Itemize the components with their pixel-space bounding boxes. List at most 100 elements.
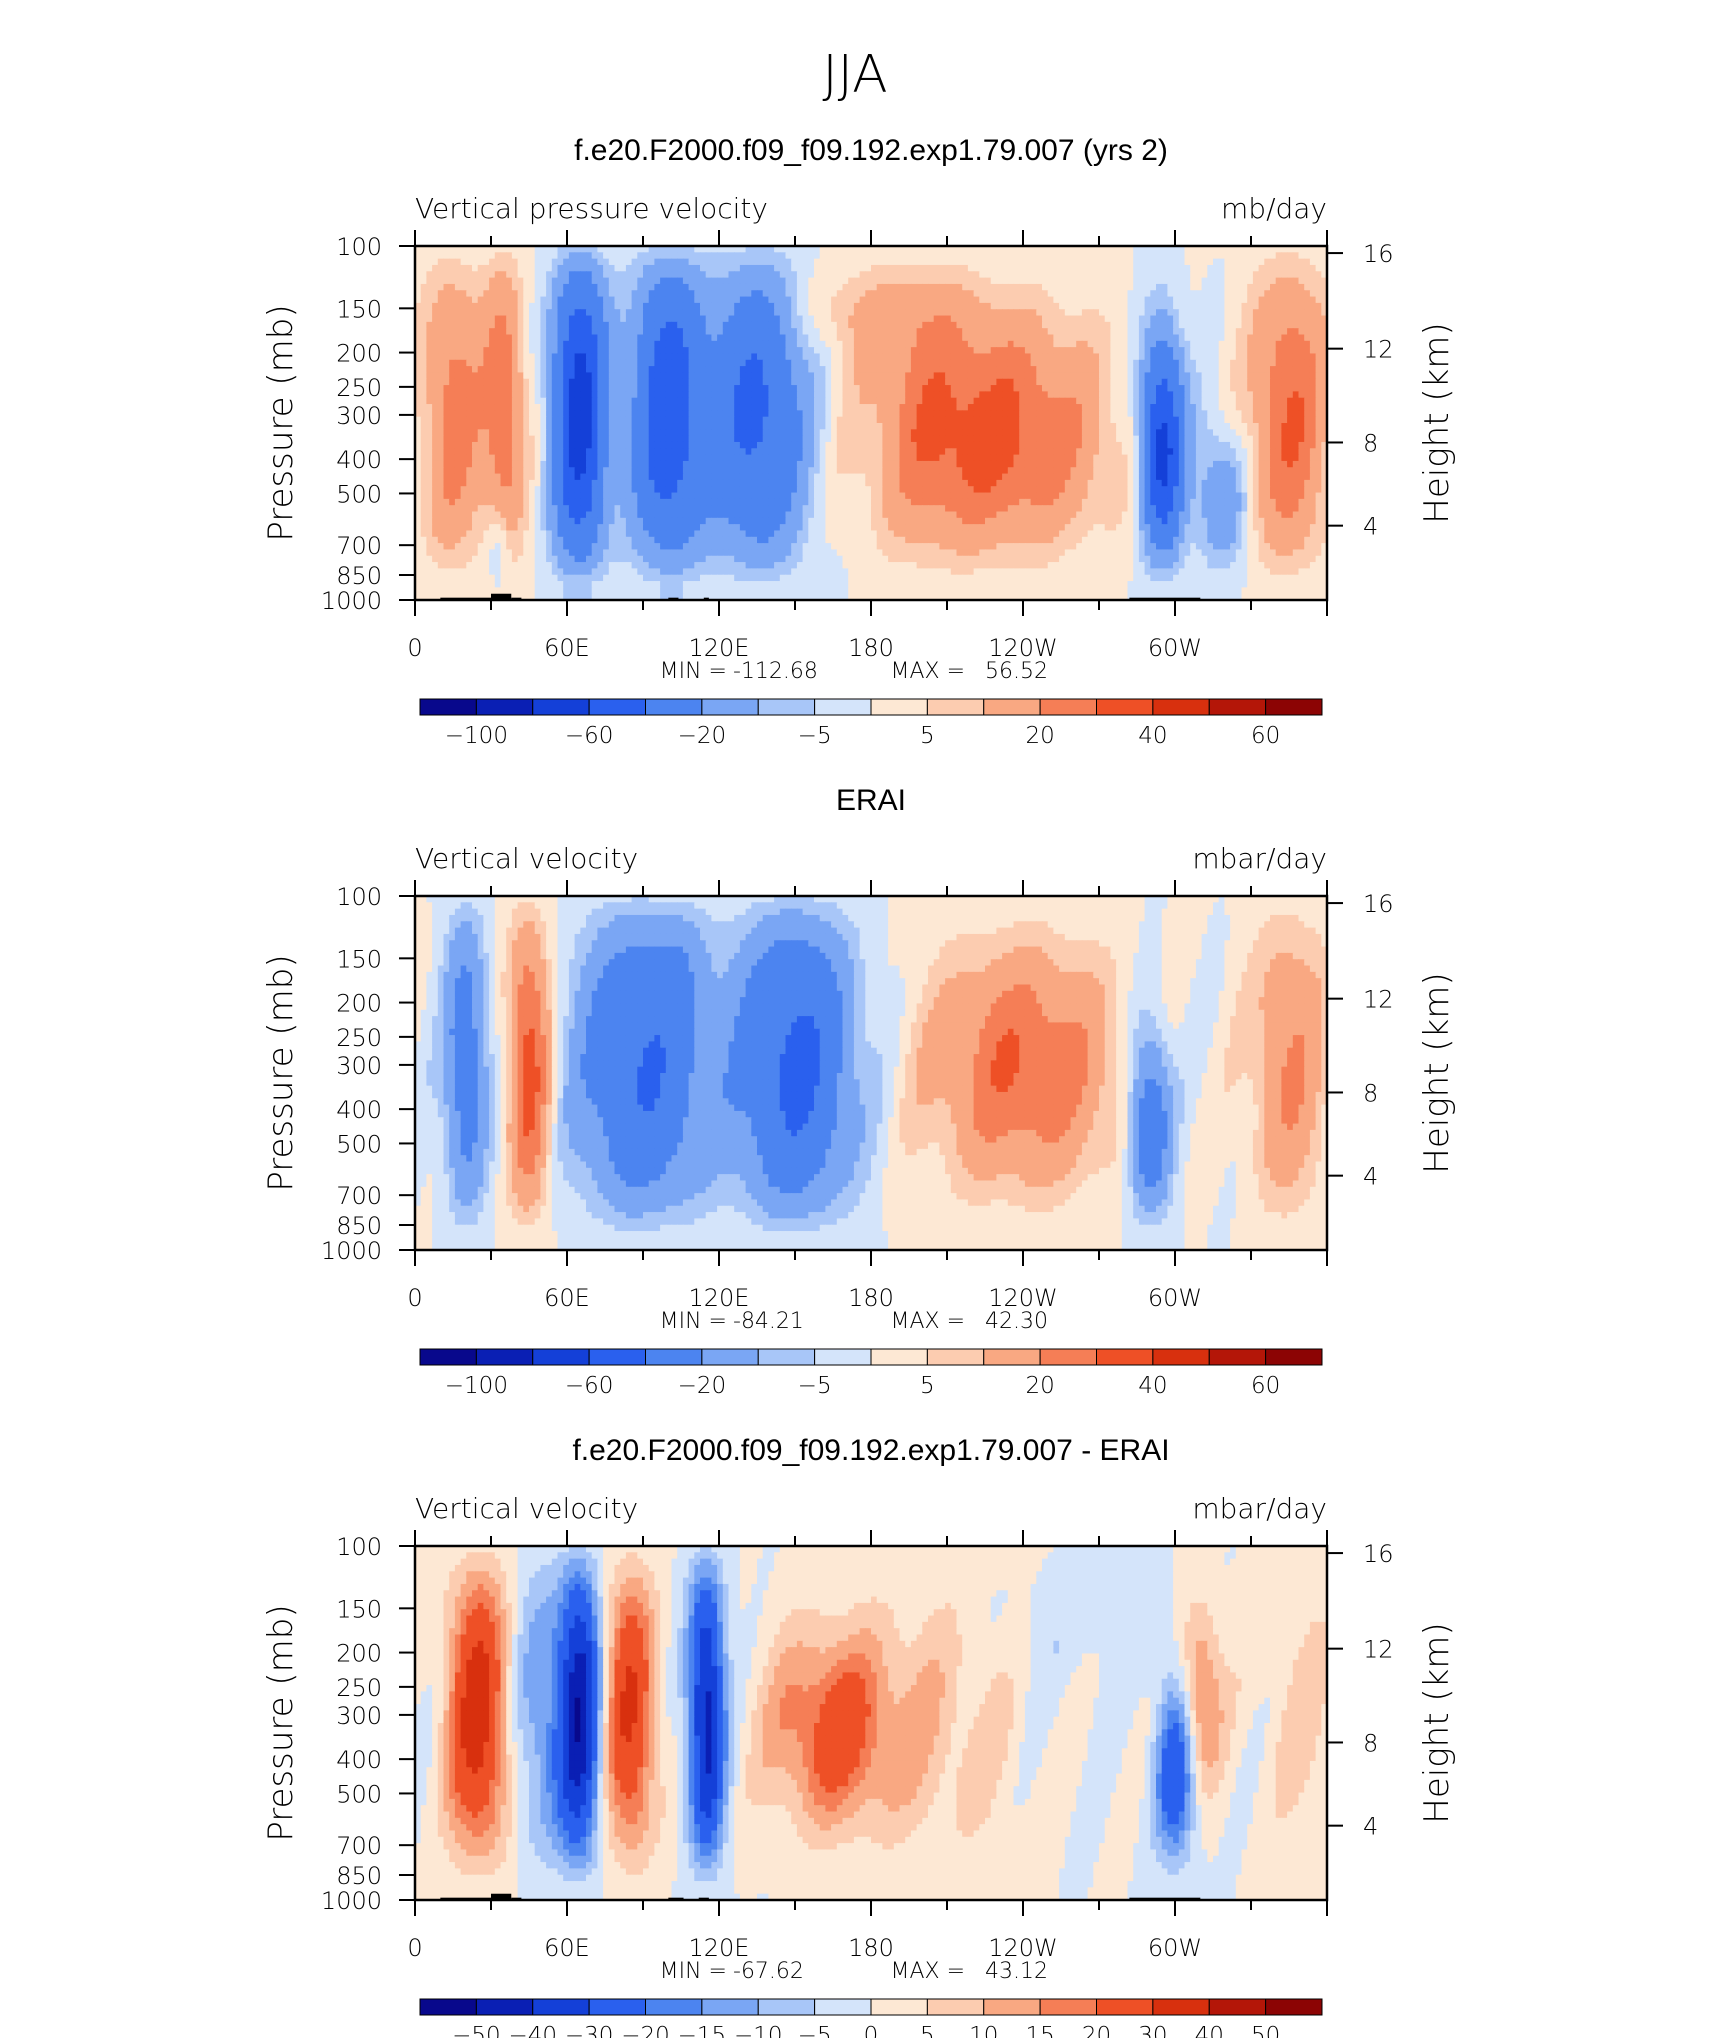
heatmap-cell [455,265,461,272]
heatmap-cell [552,284,558,291]
heatmap-cell [996,284,1002,291]
heatmap-cell [1281,278,1287,285]
heatmap-cell [552,278,558,285]
heatmap-cell [694,278,700,285]
heatmap-cell [694,259,700,266]
heatmap-cell [1213,259,1219,266]
heatmap-cell [729,278,735,285]
heatmap-cell [672,259,678,266]
heatmap-cell [603,297,609,304]
heatmap-cell [1042,252,1048,259]
heatmap-cell [740,259,746,266]
heatmap-cell [717,271,723,278]
heatmap-cell [1088,290,1094,297]
heatmap-cell [1213,252,1219,259]
heatmap-cell [643,265,649,272]
heatmap-cell [1219,278,1225,285]
heatmap-cell [746,271,752,278]
heatmap-cell [1287,271,1293,278]
heatmap-cell [615,297,621,304]
heatmap-cell [461,290,467,297]
heatmap-cell [1299,252,1305,259]
heatmap-cell [552,259,558,266]
heatmap-cell [1236,259,1242,266]
heatmap-cell [957,290,963,297]
heatmap-cell [426,297,432,304]
heatmap-cell [831,271,837,278]
heatmap-cell [820,252,826,259]
heatmap-cell [1167,278,1173,285]
heatmap-cell [620,265,626,272]
heatmap-cell [962,284,968,291]
heatmap-cell [837,284,843,291]
heatmap-cell [900,265,906,272]
heatmap-cell [894,259,900,266]
heatmap-cell [1196,265,1202,272]
heatmap-cell [854,284,860,291]
heatmap-cell [905,284,911,291]
heatmap-cell [580,297,586,304]
heatmap-cell [603,252,609,259]
heatmap-cell [996,271,1002,278]
heatmap-field [415,246,1328,601]
heatmap-cell [1025,290,1031,297]
heatmap-cell [632,278,638,285]
heatmap-cell [1071,278,1077,285]
heatmap-cell [1036,259,1042,266]
heatmap-cell [1179,259,1185,266]
heatmap-cell [421,297,427,304]
heatmap-cell [489,278,495,285]
heatmap-cell [974,252,980,259]
heatmap-cell [1207,278,1213,285]
heatmap-cell [740,278,746,285]
heatmap-cell [1167,284,1173,291]
heatmap-cell [523,278,529,285]
heatmap-cell [1259,259,1265,266]
heatmap-cell [558,271,564,278]
heatmap-cell [939,265,945,272]
heatmap-cell [1287,284,1293,291]
heatmap-cell [1014,265,1020,272]
heatmap-cell [1224,252,1230,259]
heatmap-cell [900,259,906,266]
heatmap-cell [934,259,940,266]
heatmap-cell [979,278,985,285]
heatmap-cell [501,284,507,291]
heatmap-cell [1105,265,1111,272]
heatmap-cell [1088,271,1094,278]
heatmap-cell [911,290,917,297]
heatmap-cell [1310,278,1316,285]
heatmap-cell [1264,259,1270,266]
heatmap-cell [603,278,609,285]
heatmap-cell [814,284,820,291]
heatmap-cell [1071,284,1077,291]
heatmap-cell [637,290,643,297]
heatmap-cell [922,252,928,259]
heatmap-cell [654,252,660,259]
heatmap-cell [1116,278,1122,285]
heatmap-cell [529,297,535,304]
heatmap-cell [478,259,484,266]
heatmap-cell [814,290,820,297]
heatmap-cell [939,252,945,259]
heatmap-cell [649,297,655,304]
heatmap-cell [854,271,860,278]
heatmap-cell [1173,278,1179,285]
heatmap-cell [723,252,729,259]
heatmap-cell [729,271,735,278]
heatmap-cell [1185,290,1191,297]
heatmap-cell [945,252,951,259]
heatmap-cell [865,252,871,259]
heatmap-cell [717,284,723,291]
heatmap-cell [825,252,831,259]
heatmap-cell [934,284,940,291]
heatmap-cell [1276,278,1282,285]
heatmap-cell [529,278,535,285]
heatmap-cell [1236,290,1242,297]
heatmap-cell [1019,271,1025,278]
heatmap-cell [501,297,507,304]
heatmap-cell [1253,271,1259,278]
heatmap-cell [523,284,529,291]
heatmap-cell [677,290,683,297]
heatmap-cell [466,252,472,259]
